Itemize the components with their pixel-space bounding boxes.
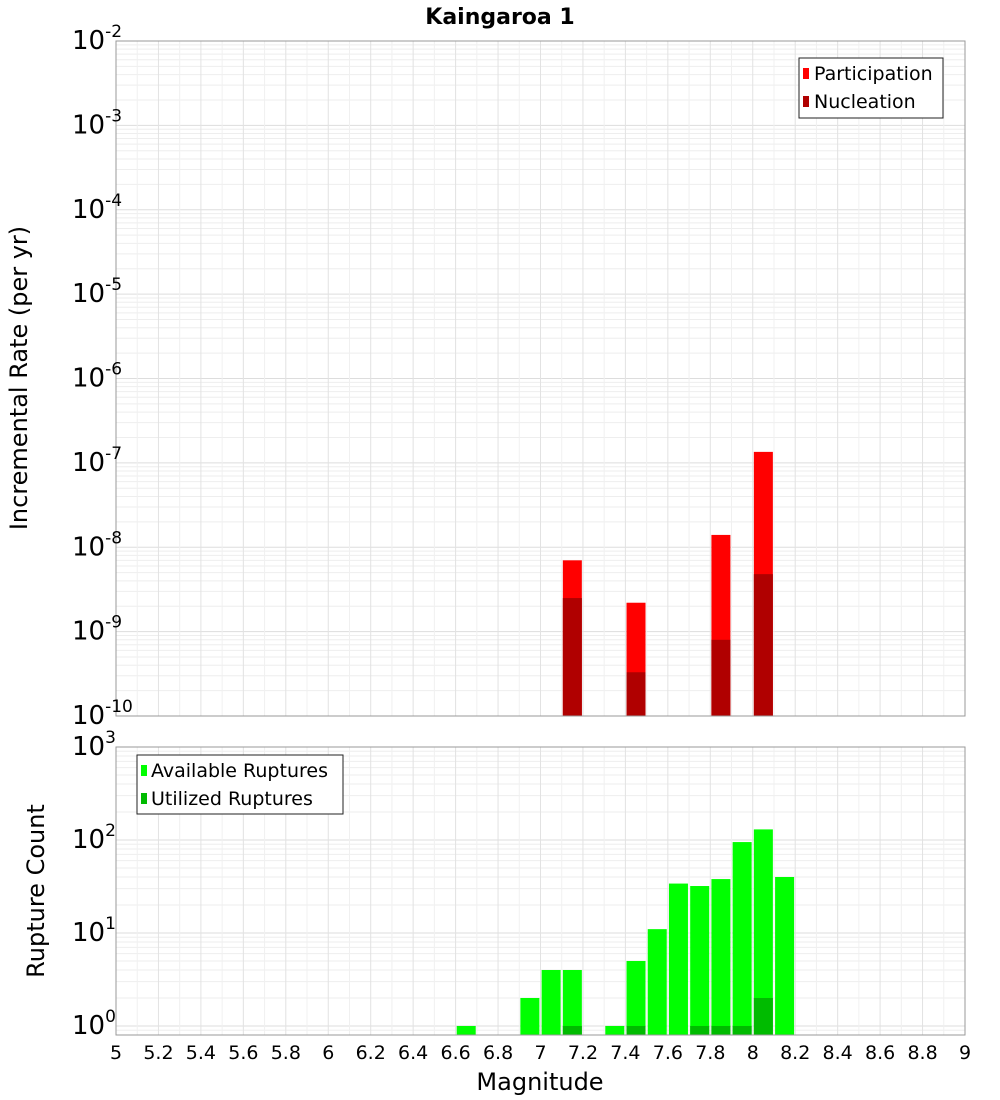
x-tick-label: 5.4: [186, 1042, 216, 1064]
x-tick-label: 9: [959, 1042, 971, 1064]
x-tick-label: 8.4: [823, 1042, 853, 1064]
top-y-tick-label: 10-9: [72, 613, 122, 647]
top-y-axis-label: Incremental Rate (per yr): [5, 226, 33, 530]
bottom-bar-secondary: [711, 1025, 731, 1035]
bottom-bar-primary: [711, 879, 731, 1035]
x-tick-label: 7.6: [653, 1042, 683, 1064]
bottom-bar-primary: [520, 997, 540, 1035]
bottom-bar-primary: [690, 886, 710, 1035]
x-tick-label: 6: [322, 1042, 334, 1064]
bottom-legend: Available Ruptures Utilized Ruptures: [136, 754, 344, 815]
top-bar-secondary: [626, 672, 646, 716]
bottom-bar-primary: [456, 1025, 476, 1035]
legend-nucleation-swatch: [803, 96, 809, 107]
top-y-tick-label: 10-6: [72, 360, 122, 394]
bottom-bar-primary: [605, 1025, 625, 1035]
x-tick-label: 6.6: [440, 1042, 470, 1064]
bottom-grid: [115, 747, 966, 1036]
x-tick-label: 8.2: [780, 1042, 810, 1064]
top-plot-area: 10-2 10-3 10-4 10-5 10-6 10-7 10-8 10-9 10-10: [72, 22, 966, 731]
bottom-y-tick-label: 100: [72, 1007, 116, 1041]
legend-utilized-label: Utilized Ruptures: [151, 788, 313, 810]
x-tick-label: 6.8: [483, 1042, 513, 1064]
x-tick-label: 7.4: [610, 1042, 640, 1064]
legend-participation-swatch: [803, 68, 809, 79]
legend-available-swatch: [141, 765, 147, 776]
x-tick-label: 8.6: [865, 1042, 895, 1064]
bottom-bar-primary: [541, 969, 561, 1035]
bottom-bar-secondary: [626, 1025, 646, 1035]
x-tick-label: 6.2: [356, 1042, 386, 1064]
x-tick-label: 5.8: [271, 1042, 301, 1064]
x-tick-label: 5: [110, 1042, 122, 1064]
bottom-bar-secondary: [732, 1025, 752, 1035]
top-y-tick-label: 10-10: [72, 697, 133, 731]
bottom-bar-primary: [562, 969, 582, 1035]
bottom-bar-secondary: [562, 1025, 582, 1035]
x-axis-label: Magnitude: [476, 1068, 603, 1096]
chart-title: Kaingaroa 1: [425, 5, 574, 30]
top-frame: [115, 40, 966, 717]
bottom-bar-primary: [626, 960, 646, 1035]
x-tick-label: 7.2: [568, 1042, 598, 1064]
bottom-bar-primary: [647, 929, 667, 1035]
bottom-y-axis-label: Rupture Count: [22, 804, 50, 978]
x-tick-label: 7: [534, 1042, 546, 1064]
x-tick-label: 5.6: [228, 1042, 258, 1064]
top-y-tick-label: 10-4: [72, 191, 122, 225]
bottom-plot-area: 103 102 101 100: [72, 728, 966, 1041]
bottom-bar-secondary: [690, 1025, 710, 1035]
top-bar-secondary: [753, 574, 773, 716]
bottom-bar-primary: [753, 829, 773, 1035]
top-bar-secondary: [562, 598, 582, 716]
x-tick-label: 7.8: [695, 1042, 725, 1064]
top-y-tick-label: 10-8: [72, 528, 122, 562]
bottom-bar-primary: [775, 877, 795, 1035]
top-y-tick-label: 10-2: [72, 22, 122, 56]
bottom-bar-primary: [732, 842, 752, 1035]
top-grid: [115, 41, 966, 717]
bottom-bar-primary: [668, 883, 688, 1035]
x-tick-label: 5.2: [143, 1042, 173, 1064]
top-y-tick-label: 10-7: [72, 444, 122, 478]
legend-utilized-swatch: [141, 793, 147, 804]
bottom-bar-secondary: [753, 997, 773, 1035]
bottom-y-tick-label: 103: [72, 728, 116, 762]
top-y-tick-label: 10-3: [72, 106, 122, 140]
top-legend: Participation Nucleation: [798, 57, 944, 119]
legend-participation-label: Participation: [814, 63, 933, 85]
bottom-y-tick-label: 101: [72, 914, 116, 948]
top-bar-secondary: [711, 639, 731, 716]
x-tick-label: 8.8: [907, 1042, 937, 1064]
x-tick-label: 6.4: [398, 1042, 428, 1064]
x-tick-labels: 5 5.2 5.4 5.6 5.8 6 6.2 6.4 6.6 6.8 7 7.2 7.4 7.6 7.8 8…: [110, 1042, 971, 1064]
bottom-frame: [115, 746, 966, 1036]
x-tick-label: 8: [747, 1042, 759, 1064]
bottom-y-tick-label: 102: [72, 821, 116, 855]
top-y-tick-label: 10-5: [72, 275, 122, 309]
legend-nucleation-label: Nucleation: [814, 91, 916, 113]
legend-available-label: Available Ruptures: [151, 760, 328, 782]
